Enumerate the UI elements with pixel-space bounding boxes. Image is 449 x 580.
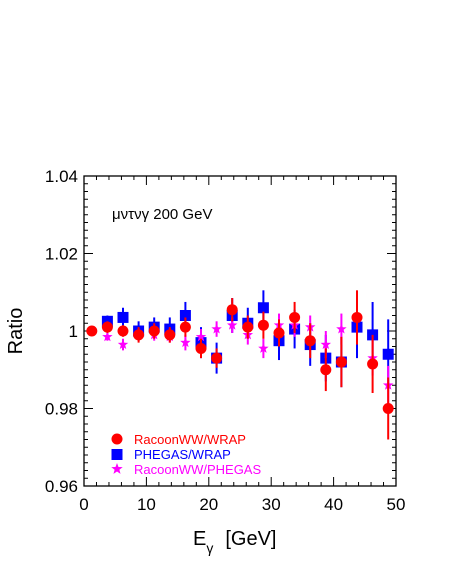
data-point: [179, 310, 191, 321]
legend-marker-racoonww-wrap: [111, 433, 123, 445]
data-point: [382, 403, 394, 414]
data-point: [226, 304, 238, 316]
data-point: [257, 302, 269, 314]
data-point: [335, 356, 347, 368]
data-point: [117, 325, 129, 337]
data-point: [273, 327, 285, 339]
y-tick-label: 1.04: [45, 167, 78, 186]
data-point: [211, 352, 223, 364]
data-point: [101, 321, 113, 333]
annotation-text: μντνγ 200 GeV: [112, 206, 212, 223]
data-point: [195, 331, 207, 342]
data-point: [320, 339, 332, 350]
data-point: [180, 337, 191, 348]
x-axis-title-unit: [GeV]: [225, 528, 276, 550]
y-axis-title: Ratio: [5, 308, 27, 355]
x-tick-label: 30: [262, 495, 281, 514]
legend-label-racoonww-phegas: RacoonWW/PHEGAS: [134, 462, 261, 477]
data-point: [133, 329, 145, 341]
x-tick-label: 50: [387, 495, 406, 514]
x-axis-title: Eγ [GeV]: [193, 528, 276, 556]
x-tick-label: 20: [199, 495, 218, 514]
data-point: [86, 325, 98, 337]
legend-marker-racoonww-phegas: [111, 463, 123, 474]
tick-labels: 0 10 20 30 40 50 0.96 0.98 1 1.02 1.04: [45, 167, 406, 514]
legend: RacoonWW/WRAP PHEGAS/WRAP RacoonWW/PHEGA…: [111, 432, 261, 477]
data-point: [102, 331, 113, 342]
data-point: [367, 358, 379, 370]
data-point: [164, 329, 176, 341]
data-point: [148, 325, 160, 337]
data-point: [304, 335, 316, 347]
data-point: [351, 311, 363, 323]
data-point: [258, 342, 269, 353]
legend-label-racoonww-wrap: RacoonWW/WRAP: [134, 432, 246, 447]
legend-marker-phegas-wrap: [111, 449, 123, 460]
data-point: [117, 339, 129, 350]
data-point: [226, 319, 238, 330]
y-tick-label: 0.98: [45, 400, 78, 419]
x-tick-label: 0: [79, 495, 88, 514]
x-axis-title-main: E: [193, 528, 206, 550]
x-axis-title-sub: γ: [206, 540, 213, 556]
axis-ticks: [83, 175, 397, 487]
data-point: [195, 342, 207, 354]
data-point: [257, 319, 269, 331]
data-marks: [86, 290, 394, 440]
data-point: [289, 311, 301, 323]
data-point: [320, 364, 332, 376]
data-point: [179, 321, 191, 333]
data-point: [336, 323, 347, 334]
y-tick-label: 1: [69, 322, 78, 341]
data-point: [242, 321, 254, 333]
x-tick-label: 10: [137, 495, 156, 514]
legend-label-phegas-wrap: PHEGAS/WRAP: [134, 447, 231, 462]
y-tick-label: 0.96: [45, 477, 78, 496]
data-point: [382, 348, 394, 360]
y-tick-label: 1.02: [45, 245, 78, 264]
data-point: [211, 323, 222, 334]
data-point: [117, 311, 129, 323]
x-tick-label: 40: [324, 495, 343, 514]
